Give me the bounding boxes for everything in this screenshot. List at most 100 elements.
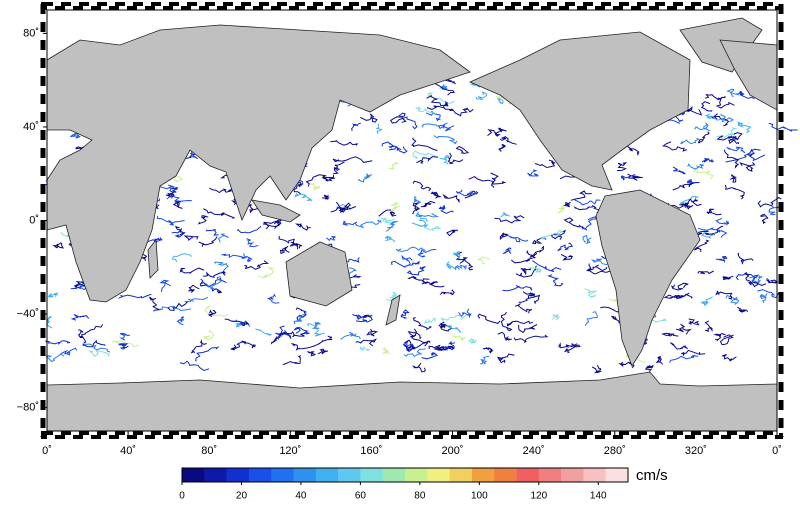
drifter-track bbox=[518, 294, 541, 304]
drifter-track bbox=[680, 349, 706, 357]
drifter-track bbox=[202, 329, 215, 341]
drifter-track bbox=[333, 161, 345, 175]
drifter-track bbox=[118, 293, 152, 299]
drifter-track bbox=[701, 158, 715, 163]
drifter-track bbox=[421, 122, 448, 128]
drifter-track bbox=[693, 239, 710, 252]
drifter-track bbox=[515, 265, 537, 278]
drifter-track bbox=[719, 334, 734, 346]
drifter-track bbox=[82, 343, 111, 353]
drifter-track bbox=[723, 149, 740, 169]
drifter-track bbox=[384, 235, 395, 243]
drifter-track bbox=[159, 279, 171, 292]
drifter-track bbox=[443, 101, 449, 107]
drifter-track bbox=[498, 143, 507, 152]
drifter-track bbox=[679, 198, 702, 206]
frame-band bbox=[41, 431, 783, 439]
drifter-track bbox=[119, 332, 130, 341]
drifter-track bbox=[737, 253, 754, 265]
drifter-track bbox=[700, 101, 713, 112]
drifter-track bbox=[404, 339, 431, 349]
drifter-track bbox=[412, 202, 420, 215]
drifter-track bbox=[205, 276, 222, 290]
drifter-track bbox=[499, 232, 510, 241]
drifter-track bbox=[149, 296, 162, 312]
drifter-track bbox=[563, 201, 571, 208]
drifter-track bbox=[290, 342, 320, 351]
drifter-track bbox=[406, 266, 426, 276]
drifter-track bbox=[307, 351, 316, 357]
drifter-track bbox=[497, 331, 512, 342]
drifter-track bbox=[454, 264, 467, 271]
drifter-track bbox=[407, 276, 430, 284]
drifter-track bbox=[447, 325, 462, 333]
drifter-track bbox=[389, 113, 407, 124]
drifter-track bbox=[531, 236, 547, 245]
drifter-track bbox=[378, 209, 397, 217]
drifter-track bbox=[195, 346, 219, 362]
drifter-track bbox=[172, 200, 183, 209]
drifter-track bbox=[439, 289, 455, 296]
drifter-track bbox=[506, 320, 533, 327]
drifter-track bbox=[710, 113, 730, 127]
drifter-track bbox=[458, 308, 472, 319]
drifter-track bbox=[411, 362, 426, 373]
colorbar-swatch bbox=[561, 468, 584, 482]
colorbar-swatch bbox=[583, 468, 606, 482]
lon-tick-label: 0˚ bbox=[772, 445, 782, 457]
drifter-track bbox=[169, 187, 179, 193]
drifter-track bbox=[574, 199, 601, 206]
colorbar-swatch bbox=[605, 468, 629, 482]
drifter-track bbox=[446, 229, 458, 237]
drifter-track bbox=[716, 127, 738, 140]
drifter-track bbox=[729, 174, 738, 183]
lon-tick-label: 320˚ bbox=[685, 445, 707, 457]
lon-tick-label: 280˚ bbox=[604, 445, 626, 457]
drifter-track bbox=[159, 305, 192, 312]
drifter-track bbox=[111, 340, 139, 348]
drifter-track bbox=[318, 335, 333, 345]
drifter-track bbox=[411, 217, 429, 229]
drifter-track bbox=[445, 340, 455, 351]
drifter-track bbox=[171, 253, 192, 263]
drifter-track bbox=[257, 267, 274, 279]
drifter-track bbox=[330, 202, 357, 213]
drifter-track bbox=[721, 354, 737, 362]
drifter-track bbox=[446, 261, 456, 270]
drifter-track bbox=[209, 187, 232, 194]
drifter-track bbox=[557, 242, 574, 252]
drifter-track bbox=[477, 256, 491, 265]
drifter-track bbox=[502, 285, 533, 292]
drifter-track bbox=[241, 340, 256, 349]
drifter-track bbox=[186, 148, 203, 160]
colorbar-tick-label: 40 bbox=[295, 491, 307, 502]
drifter-track bbox=[483, 347, 494, 354]
drifter-track bbox=[198, 236, 218, 247]
colorbar-tick-label: 140 bbox=[590, 491, 607, 502]
drifter-track bbox=[494, 215, 525, 224]
drifter-track bbox=[704, 94, 726, 101]
drifter-track bbox=[496, 353, 515, 364]
drifter-track bbox=[395, 246, 427, 253]
colorbar-tick-label: 120 bbox=[530, 491, 547, 502]
drifter-track bbox=[726, 146, 746, 154]
drifter-track bbox=[78, 324, 104, 339]
drifter-track bbox=[426, 94, 445, 109]
drifter-track bbox=[236, 225, 262, 234]
drifter-track bbox=[692, 166, 714, 180]
drifter-track bbox=[289, 241, 303, 249]
drifter-track bbox=[573, 204, 600, 211]
drifter-track bbox=[385, 220, 399, 232]
drifter-track bbox=[350, 122, 361, 132]
drifter-track bbox=[468, 338, 477, 344]
drifter-track bbox=[183, 296, 209, 304]
colorbar-tick-label: 0 bbox=[179, 491, 185, 502]
drifter-track bbox=[390, 260, 420, 268]
drifter-track bbox=[421, 351, 439, 360]
drifter-track bbox=[381, 141, 402, 151]
drifter-track bbox=[661, 332, 679, 337]
drifter-track bbox=[715, 97, 735, 109]
drifter-track bbox=[675, 323, 692, 335]
drifter-track bbox=[547, 274, 564, 287]
drifter-track bbox=[403, 348, 426, 358]
